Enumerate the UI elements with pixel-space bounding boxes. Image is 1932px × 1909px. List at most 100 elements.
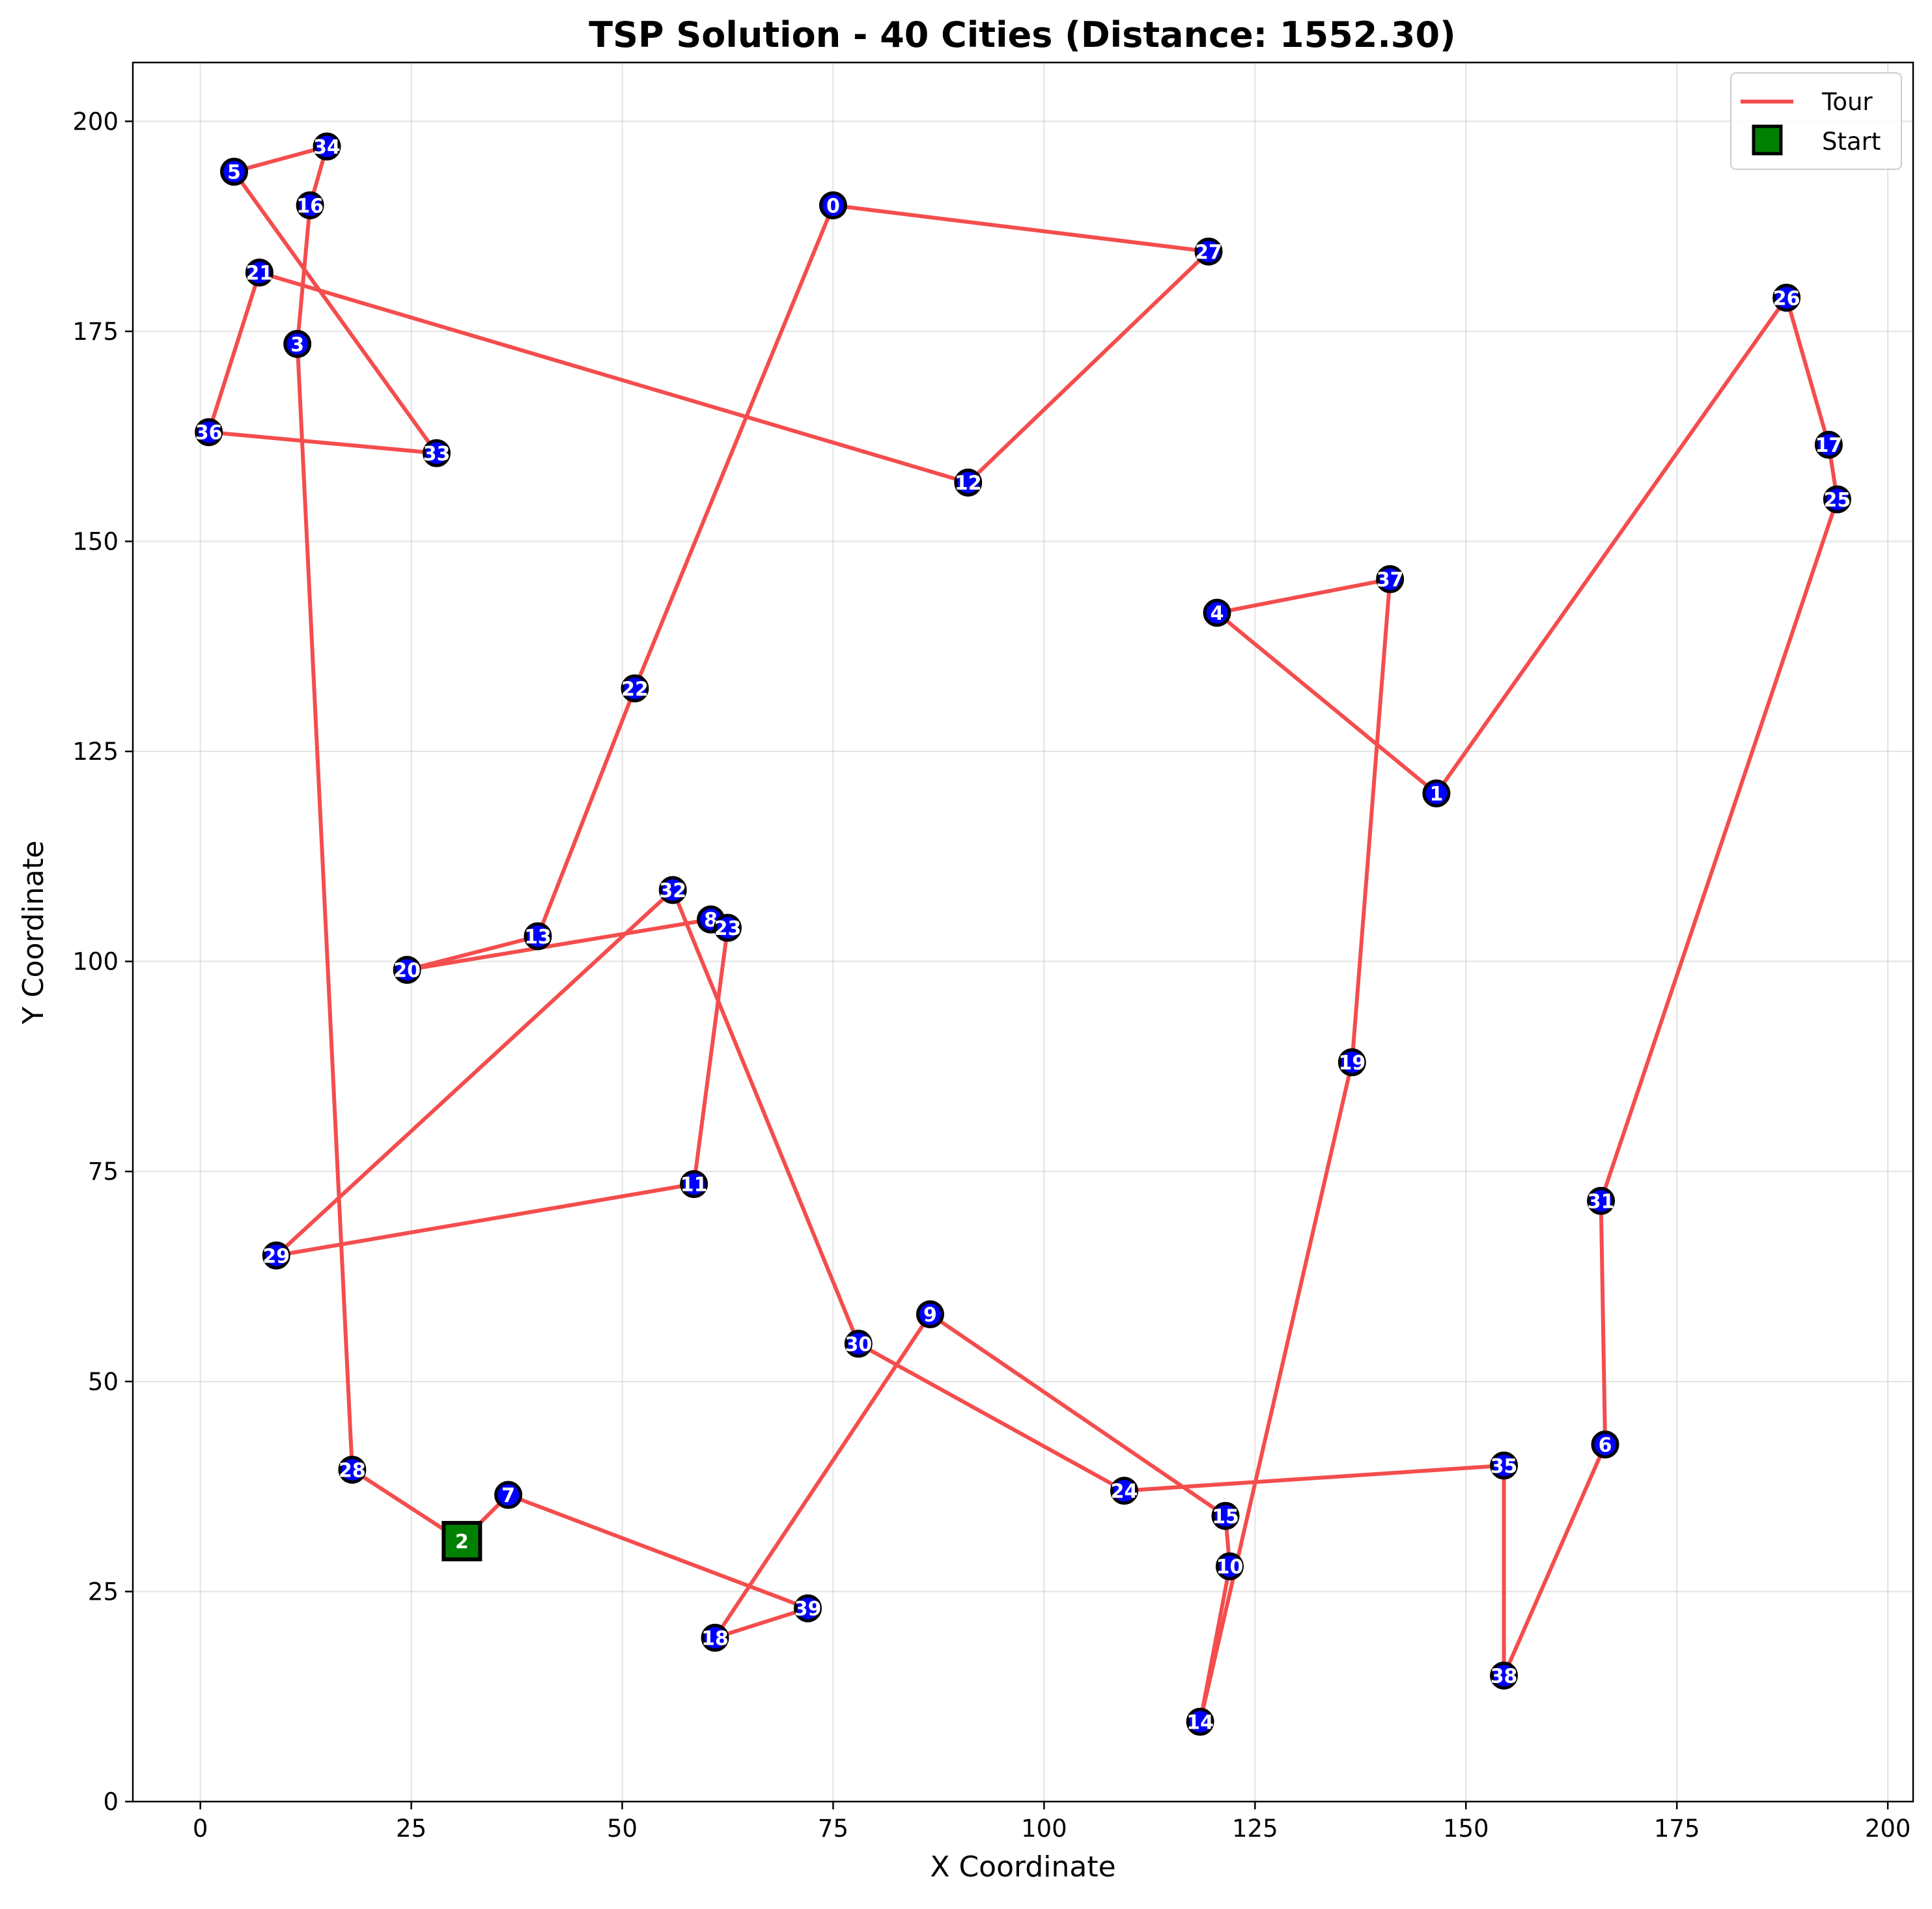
y-tick-label: 0 bbox=[103, 1788, 119, 1816]
axis-ticks: 0 25 50 75 100 125 150 175 200025507510012515017… bbox=[72, 107, 1911, 1843]
city-marker bbox=[1215, 1552, 1244, 1581]
city-marker bbox=[313, 132, 341, 161]
x-tick-label: 175 bbox=[1654, 1815, 1700, 1843]
x-tick-label: 0 bbox=[193, 1815, 208, 1843]
city-1: 1 bbox=[1422, 779, 1451, 808]
city-label: 32 bbox=[659, 880, 686, 902]
city-label: 38 bbox=[1491, 1665, 1518, 1688]
city-label: 18 bbox=[701, 1627, 729, 1650]
city-15: 15 bbox=[1211, 1501, 1240, 1530]
city-14: 14 bbox=[1186, 1707, 1214, 1736]
legend-tour-label: Tour bbox=[1821, 88, 1873, 116]
city-20: 20 bbox=[393, 956, 421, 984]
city-marker bbox=[245, 258, 273, 287]
city-marker bbox=[422, 439, 451, 467]
city-label: 33 bbox=[423, 443, 451, 466]
city-9: 9 bbox=[916, 1300, 944, 1329]
city-label: 1 bbox=[1429, 783, 1443, 806]
city-4: 4 bbox=[1203, 598, 1231, 627]
city-marker bbox=[621, 674, 649, 703]
city-26: 26 bbox=[1772, 283, 1801, 312]
city-marker bbox=[1203, 598, 1231, 627]
city-6: 6 bbox=[1591, 1430, 1619, 1459]
y-axis-label: Y Coordinate bbox=[17, 841, 50, 1025]
city-marker bbox=[1211, 1501, 1240, 1530]
y-tick-label: 175 bbox=[72, 318, 119, 346]
y-tick-label: 150 bbox=[72, 527, 119, 555]
city-label: 3 bbox=[290, 333, 304, 356]
x-tick-label: 125 bbox=[1232, 1815, 1278, 1843]
city-marker bbox=[680, 1170, 708, 1199]
city-32: 32 bbox=[658, 876, 687, 904]
city-label: 35 bbox=[1491, 1455, 1518, 1478]
city-2: 2 bbox=[441, 1520, 483, 1561]
city-marker bbox=[1490, 1451, 1519, 1480]
city-label: 0 bbox=[826, 195, 840, 217]
city-label: 21 bbox=[245, 262, 273, 285]
city-marker bbox=[494, 1481, 523, 1509]
city-marker bbox=[1591, 1430, 1619, 1459]
city-marker bbox=[701, 1623, 729, 1652]
city-label: 37 bbox=[1377, 569, 1404, 592]
city-marker bbox=[296, 191, 324, 219]
city-marker bbox=[1490, 1661, 1519, 1690]
city-label: 10 bbox=[1216, 1556, 1244, 1579]
chart-title: TSP Solution - 40 Cities (Distance: 1552… bbox=[589, 14, 1455, 55]
plot-frame bbox=[132, 61, 1914, 1803]
city-7: 7 bbox=[494, 1481, 523, 1509]
legend-start-swatch bbox=[1752, 124, 1783, 156]
city-10: 10 bbox=[1215, 1552, 1244, 1581]
city-marker bbox=[219, 158, 248, 186]
city-28: 28 bbox=[338, 1455, 367, 1484]
city-30: 30 bbox=[844, 1330, 873, 1358]
city-marker bbox=[713, 913, 742, 942]
city-label: 5 bbox=[227, 161, 241, 184]
city-31: 31 bbox=[1587, 1186, 1616, 1215]
y-tick-label: 75 bbox=[88, 1158, 119, 1186]
city-label: 20 bbox=[393, 960, 421, 982]
city-label: 14 bbox=[1186, 1711, 1214, 1734]
city-label: 31 bbox=[1588, 1190, 1615, 1213]
start-marker bbox=[441, 1520, 483, 1561]
y-tick-label: 200 bbox=[72, 107, 119, 135]
city-35: 35 bbox=[1490, 1451, 1519, 1480]
city-label: 34 bbox=[313, 136, 341, 159]
city-marker bbox=[1823, 485, 1851, 514]
city-16: 16 bbox=[296, 191, 324, 219]
city-label: 15 bbox=[1212, 1505, 1239, 1528]
city-label: 9 bbox=[923, 1304, 937, 1327]
city-17: 17 bbox=[1814, 430, 1843, 459]
x-tick-label: 75 bbox=[818, 1815, 848, 1843]
city-38: 38 bbox=[1490, 1661, 1519, 1690]
city-label: 27 bbox=[1195, 241, 1222, 264]
city-25: 25 bbox=[1823, 485, 1851, 514]
city-5: 5 bbox=[219, 158, 248, 186]
city-marker bbox=[262, 1241, 290, 1270]
city-label: 23 bbox=[714, 917, 742, 940]
city-label: 17 bbox=[1815, 434, 1843, 457]
city-marker bbox=[283, 329, 312, 358]
city-11: 11 bbox=[680, 1170, 708, 1199]
city-marker bbox=[524, 922, 552, 951]
city-label: 28 bbox=[339, 1459, 366, 1482]
x-tick-label: 100 bbox=[1021, 1815, 1067, 1843]
x-tick-label: 25 bbox=[396, 1815, 427, 1843]
city-marker bbox=[1110, 1477, 1138, 1505]
city-24: 24 bbox=[1110, 1477, 1138, 1505]
city-marker bbox=[1587, 1186, 1616, 1215]
x-axis-label: X Coordinate bbox=[930, 1850, 1115, 1884]
city-12: 12 bbox=[954, 468, 983, 497]
city-21: 21 bbox=[245, 258, 273, 287]
city-marker bbox=[844, 1330, 873, 1358]
city-label: 11 bbox=[680, 1174, 708, 1197]
city-34: 34 bbox=[313, 132, 341, 161]
city-label: 30 bbox=[845, 1333, 872, 1356]
city-marker bbox=[1376, 565, 1405, 594]
x-tick-label: 200 bbox=[1865, 1815, 1911, 1843]
city-label: 19 bbox=[1338, 1052, 1365, 1075]
city-markers: 0123456789101112131415161718192021222324… bbox=[195, 132, 1851, 1736]
city-label: 29 bbox=[262, 1245, 290, 1268]
city-marker bbox=[658, 876, 687, 904]
